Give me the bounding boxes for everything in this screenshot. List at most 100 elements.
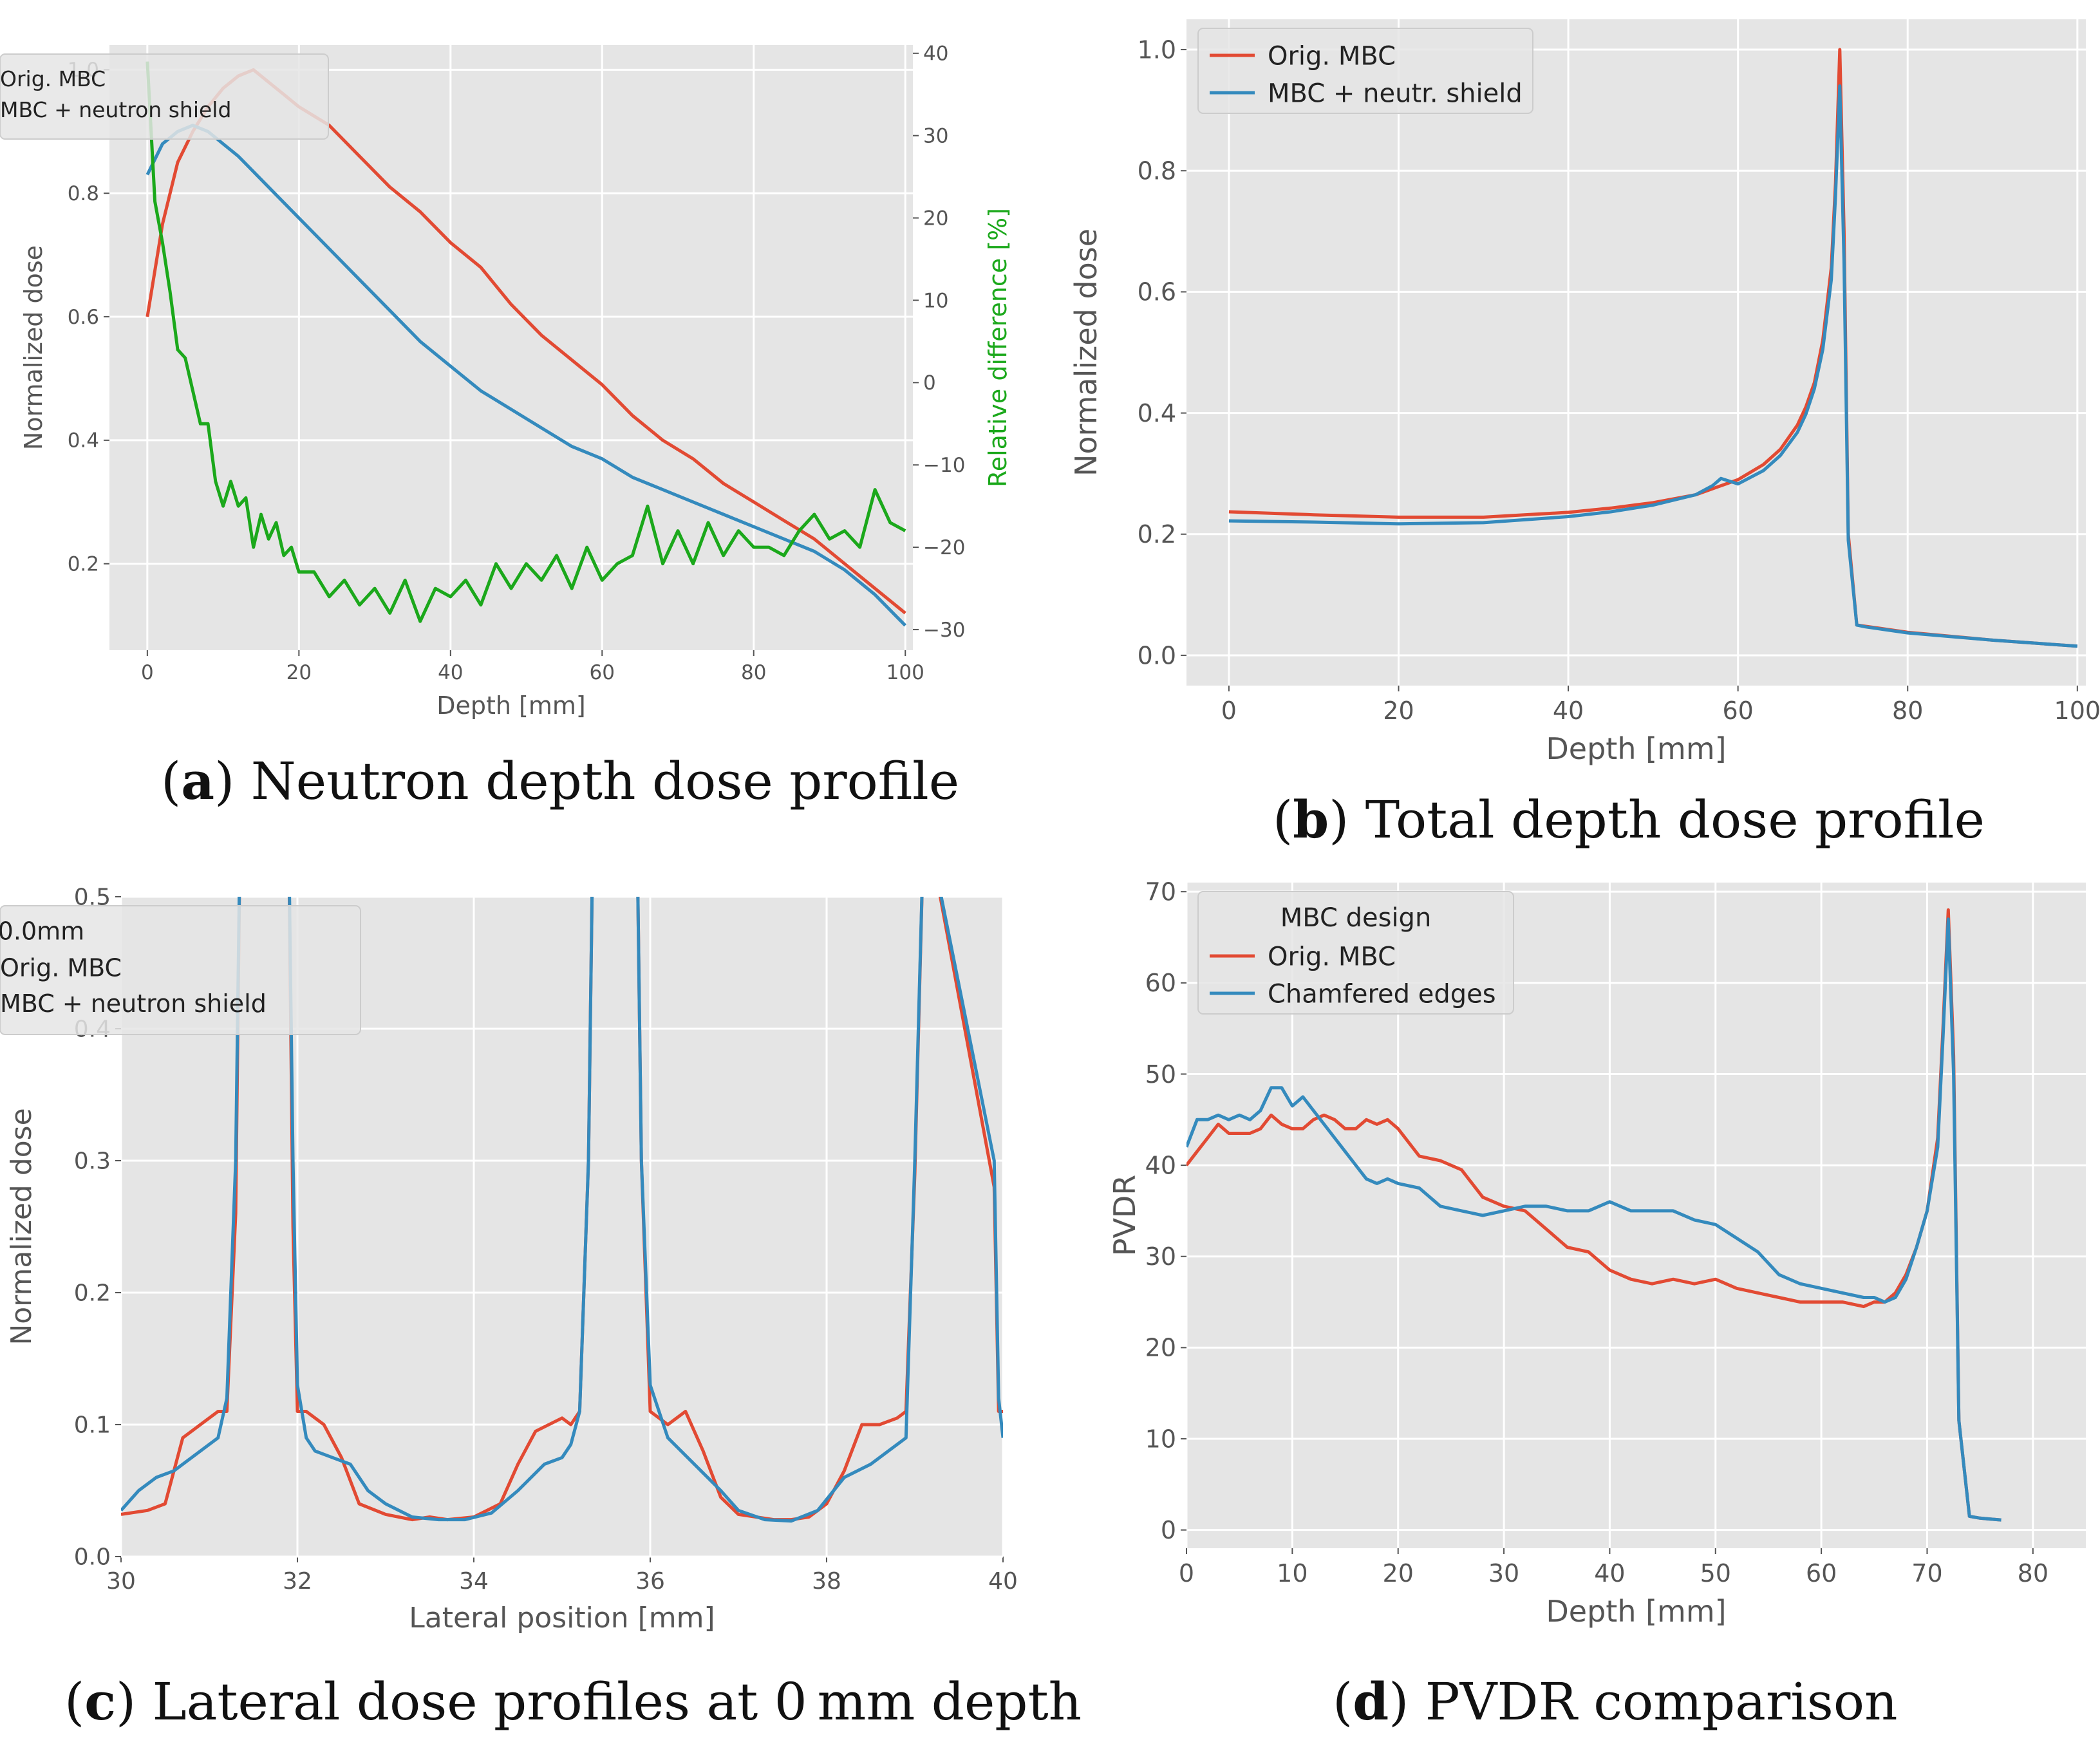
caption-c-letter: c bbox=[84, 1671, 116, 1732]
legend-box-c bbox=[0, 905, 361, 1035]
x-tick-label-d: 40 bbox=[1594, 1559, 1625, 1587]
panel-a: 0204060801000.20.40.60.81.0−30−20−100102… bbox=[0, 42, 1012, 720]
y-tick-label-d: 30 bbox=[1145, 1242, 1176, 1271]
x-axis-label-c: Lateral position [mm] bbox=[409, 1602, 715, 1634]
caption-c: (c) Lateral dose profiles at 0 mm depth bbox=[64, 1671, 1082, 1732]
legend-c: Depth 0.0mm Orig. MBC MBC + neutron shield bbox=[0, 905, 361, 1035]
legend-a: Orig. MBC MBC + neutron shield bbox=[0, 53, 329, 140]
legend-b: Orig. MBC MBC + neutr. shield bbox=[1197, 28, 1533, 114]
x-tick-label-d: 80 bbox=[2018, 1559, 2048, 1587]
y2-tick-label-a: 0 bbox=[923, 371, 936, 395]
y-tick-label-c: 0.3 bbox=[74, 1148, 111, 1175]
x-tick-label-d: 20 bbox=[1383, 1559, 1414, 1587]
legend-label-c: MBC + neutron shield bbox=[0, 989, 267, 1018]
x-tick-label-c: 38 bbox=[812, 1568, 841, 1595]
y-tick-label-d: 40 bbox=[1145, 1151, 1176, 1179]
y-tick-label-b: 0.2 bbox=[1138, 520, 1176, 548]
y2-tick-label-a: 10 bbox=[923, 289, 948, 312]
y-axis-label-d: PVDR bbox=[1107, 1175, 1142, 1257]
y-tick-label-d: 10 bbox=[1145, 1425, 1176, 1453]
caption-a: (a) Neutron depth dose profile bbox=[161, 751, 960, 811]
y-tick-label-d: 20 bbox=[1145, 1334, 1176, 1362]
x-tick-label-c: 36 bbox=[635, 1568, 665, 1595]
y-tick-label-a: 0.2 bbox=[68, 553, 99, 576]
y2-tick-label-a: 20 bbox=[923, 207, 948, 230]
x-axis-label-d: Depth [mm] bbox=[1546, 1594, 1726, 1629]
legend-d: MBC design Orig. MBC Chamfered edges bbox=[1197, 891, 1514, 1015]
x-tick-label-b: 60 bbox=[1722, 697, 1753, 725]
y-tick-label-c: 0.2 bbox=[74, 1280, 111, 1307]
y-tick-label-b: 0.4 bbox=[1138, 399, 1176, 427]
y2-tick-label-a: 40 bbox=[923, 42, 948, 66]
y-tick-label-d: 60 bbox=[1145, 969, 1176, 997]
caption-b-letter: b bbox=[1293, 789, 1329, 850]
plot-area-a bbox=[109, 45, 913, 650]
legend-label-c: Orig. MBC bbox=[0, 954, 122, 982]
legend-box-b bbox=[1197, 28, 1533, 114]
y-tick-label-b: 0.6 bbox=[1138, 278, 1176, 306]
x-tick-label-a: 0 bbox=[141, 661, 154, 684]
x-tick-label-d: 60 bbox=[1806, 1559, 1837, 1587]
panel-b: 0 20 40 60 80 100 0.0 0.2 0.4 0.6 0.8 1.0 Depth [mm]… bbox=[1069, 19, 2100, 766]
caption-d-letter: d bbox=[1353, 1671, 1389, 1732]
legend-box-a bbox=[0, 53, 329, 140]
y-tick-label-d: 50 bbox=[1145, 1060, 1176, 1089]
x-tick-label-d: 0 bbox=[1179, 1559, 1194, 1587]
y-tick-label-a: 0.4 bbox=[68, 429, 99, 453]
x-tick-label-d: 50 bbox=[1700, 1559, 1731, 1587]
x-tick-label-b: 20 bbox=[1383, 697, 1414, 725]
caption-a-letter: a bbox=[181, 751, 215, 811]
caption-a-text: Neutron depth dose profile bbox=[234, 751, 960, 811]
series-line-a-relative-difference bbox=[145, 61, 906, 623]
y-tick-label-d: 70 bbox=[1145, 877, 1176, 906]
x-tick-label-b: 40 bbox=[1553, 697, 1584, 725]
legend-title-d: MBC design bbox=[1280, 903, 1432, 933]
y-tick-label-c: 0.1 bbox=[74, 1412, 111, 1439]
y-tick-label-c: 0.0 bbox=[74, 1544, 111, 1571]
y2-tick-label-a: −10 bbox=[923, 454, 965, 477]
caption-d: (d) PVDR comparison bbox=[1333, 1671, 1898, 1732]
series-line-d-chamfered-edges bbox=[1186, 917, 2002, 1522]
y-tick-label-b: 0.8 bbox=[1138, 157, 1176, 185]
legend-box-d bbox=[1197, 891, 1514, 1015]
y-axis-label-c: Normalized dose bbox=[5, 1108, 38, 1345]
legend-label-a: Orig. MBC bbox=[0, 66, 106, 91]
caption-b: (b) Total depth dose profile bbox=[1273, 789, 1985, 850]
x-tick-label-a: 100 bbox=[886, 661, 924, 684]
y-tick-label-a: 0.6 bbox=[68, 306, 99, 329]
series-line-a-mbc-neutron-shield bbox=[145, 124, 906, 627]
y2-tick-label-a: 30 bbox=[923, 125, 948, 148]
caption-d-text: PVDR comparison bbox=[1409, 1672, 1898, 1732]
plot-area-b bbox=[1186, 19, 2086, 686]
x-tick-label-d: 70 bbox=[1911, 1559, 1942, 1587]
x-tick-label-c: 40 bbox=[988, 1568, 1018, 1595]
x-tick-label-a: 20 bbox=[286, 661, 312, 684]
y2-tick-label-a: −30 bbox=[923, 619, 965, 642]
caption-c-text: Lateral dose profiles at 0 mm depth bbox=[136, 1672, 1082, 1732]
y-tick-label-b: 1.0 bbox=[1138, 35, 1176, 64]
y-tick-label-b: 0.0 bbox=[1138, 641, 1176, 670]
legend-title-c: Depth 0.0mm bbox=[0, 917, 84, 945]
legend-label-d: Chamfered edges bbox=[1268, 979, 1496, 1009]
x-tick-label-a: 60 bbox=[590, 661, 615, 684]
x-tick-label-d: 10 bbox=[1277, 1559, 1308, 1587]
x-tick-label-b: 100 bbox=[2054, 697, 2100, 725]
y2-tick-label-a: −20 bbox=[923, 536, 965, 559]
caption-b-text: Total depth dose profile bbox=[1349, 790, 1985, 850]
x-axis-label-a: Depth [mm] bbox=[436, 691, 586, 720]
x-tick-label-a: 40 bbox=[438, 661, 463, 684]
legend-label-b: Orig. MBC bbox=[1268, 41, 1396, 71]
series-line-c-orig-mbc bbox=[121, 897, 1003, 1522]
y-tick-label-a: 0.8 bbox=[68, 182, 99, 205]
y-axis-label-b: Normalized dose bbox=[1069, 229, 1103, 476]
series-line-c-mbc-neutron-shield bbox=[121, 897, 1003, 1523]
y2-axis-label-a: Relative difference [%] bbox=[984, 208, 1012, 487]
x-tick-label-d: 30 bbox=[1488, 1559, 1519, 1587]
x-tick-label-c: 34 bbox=[459, 1568, 489, 1595]
series-line-b-mbc-neutr-shield bbox=[1228, 84, 2077, 648]
y-tick-label-d: 0 bbox=[1161, 1516, 1176, 1544]
x-tick-label-a: 80 bbox=[741, 661, 766, 684]
x-tick-label-c: 32 bbox=[283, 1568, 312, 1595]
